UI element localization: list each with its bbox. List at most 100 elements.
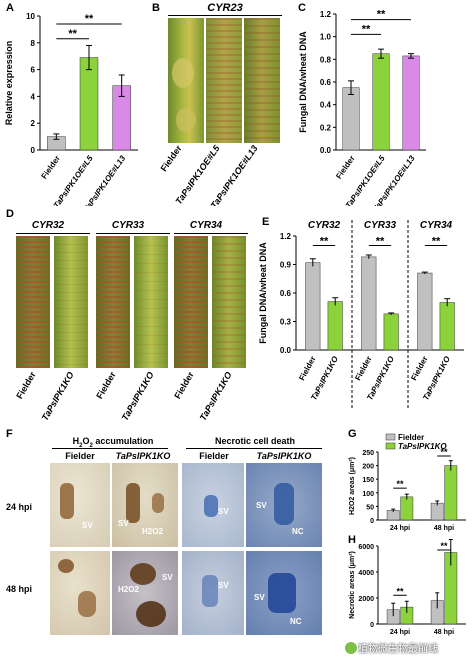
panel-label-a: A: [6, 2, 14, 14]
leaf-b-oe-l5: [206, 18, 242, 143]
stain-blob: [274, 483, 294, 525]
y-tick-label-0: 0: [370, 622, 374, 629]
bar-1-0: [400, 496, 414, 521]
bar-0: [305, 262, 321, 351]
watermark-logo-icon: [344, 641, 358, 655]
leaf-d-cyr33-ko-pustules: [134, 236, 168, 368]
micro-24-h2o2-ko: SV H2O2: [112, 463, 178, 547]
leaf-d-cyr32-ko-pustules: [54, 236, 88, 368]
panel-d-title-cyr32: CYR32: [31, 220, 65, 231]
panel-d-label-2: TaPsIPK1KO: [40, 370, 76, 422]
stain-blob: [78, 591, 96, 617]
x-tick-label-0: 24 hpi: [390, 629, 410, 636]
bar-4: [417, 272, 433, 351]
y-tick-label-0: 0.0: [280, 346, 292, 355]
x-tick-label-4: Fielder: [409, 355, 429, 382]
group-title-0: CYR32: [308, 220, 341, 231]
sig-star-1: **: [440, 447, 448, 457]
sig-star-2: **: [68, 28, 77, 40]
leaf-d-cyr34-fielder-pustules: [174, 236, 208, 368]
leaf-d-cyr32-ko: [54, 236, 88, 368]
stain-blob: [202, 575, 218, 607]
y-tick-label-1: 50: [366, 504, 374, 511]
leaf-b-fielder-lesion-2: [176, 108, 196, 132]
panel-f-col-4: TaPsIPK1KO: [256, 451, 312, 461]
y-tick-label-3: 0.9: [280, 261, 292, 270]
panel-f-col-3: Fielder: [199, 451, 229, 461]
y-tick-label-3: 150: [362, 477, 374, 484]
leaf-b-oe-l13: [244, 18, 280, 143]
micro-24-necrosis-fielder: SV: [182, 463, 244, 547]
y-tick-label-4: 0.8: [320, 55, 332, 64]
stain-blob: [152, 493, 164, 513]
micro-label-sv: SV: [218, 581, 229, 590]
y-tick-label-2: 4: [31, 92, 36, 101]
micro-label-sv: SV: [162, 573, 173, 582]
x-tick-label-0: Fielder: [297, 355, 317, 382]
x-tick-label-1: 48 hpi: [434, 629, 454, 636]
micro-24-h2o2-fielder: SV: [50, 463, 110, 547]
panel-d-label-4: TaPsIPK1KO: [120, 370, 156, 422]
y-tick-label-0: 0: [370, 518, 374, 525]
micro-label-sv: SV: [82, 521, 93, 530]
micro-label-sv: SV: [256, 501, 267, 510]
micro-48-h2o2-fielder: [50, 551, 110, 635]
leaf-d-cyr32-fielder-pustules: [16, 236, 50, 368]
panel-label-d: D: [6, 208, 14, 220]
micro-label-h2o2: H2O2: [118, 585, 139, 594]
y-tick-label-3: 6000: [358, 544, 374, 551]
legend-swatch-1: [385, 442, 396, 450]
micro-label-sv: SV: [218, 507, 229, 516]
panel-label-h: H: [348, 534, 356, 546]
bar-2: [402, 55, 420, 151]
panel-label-f: F: [6, 428, 13, 440]
panel-b-labels: Fielder TaPsIPK1OE#L5 TaPsIPK1OE#L13: [159, 143, 260, 206]
panel-b-label-fielder: Fielder: [159, 143, 184, 173]
leaf-b-fielder-lesion: [172, 58, 194, 88]
legend-label-1: TaPsIPK1KO: [398, 442, 447, 451]
leaf-d-cyr34-ko-pustules: [212, 236, 246, 368]
x-tick-label-2: Fielder: [353, 355, 373, 382]
y-axis-label: H2O2 areas (μm²): [349, 457, 356, 515]
panel-f-rule-1: [52, 448, 168, 449]
group-title-1: CYR33: [364, 220, 397, 231]
x-tick-label-1: 48 hpi: [434, 525, 454, 532]
panel-d-rule-3: [174, 233, 248, 234]
panel-f-row-48: 48 hpi: [6, 584, 33, 594]
y-tick-label-1: 2000: [358, 596, 374, 603]
y-tick-label-6: 1.2: [320, 10, 332, 19]
stain-blob: [204, 495, 218, 517]
leaf-d-cyr34-ko: [212, 236, 246, 368]
y-tick-label-5: 250: [362, 450, 374, 457]
bar-2: [361, 256, 377, 351]
sig-star-0: **: [396, 586, 404, 596]
panel-d-rule-2: [96, 233, 170, 234]
sig-star-0: **: [320, 236, 329, 248]
bar-0-1: [430, 502, 444, 521]
bar-0-0: [386, 510, 400, 521]
y-tick-label-5: 1.0: [320, 33, 332, 42]
panel-f-group-h2o2: H2O2 accumulation: [72, 436, 154, 449]
chart-e: 0.0 0.3 0.6 0.9 1.2 Fungal DNA/wheat DNA CYR32…: [258, 220, 464, 410]
y-tick-label-1: 0.3: [280, 318, 292, 327]
leaf-d-cyr34-fielder: [174, 236, 208, 368]
x-tick-label-0: 24 hpi: [390, 525, 410, 532]
leaf-d-cyr33-fielder-pustules: [96, 236, 130, 368]
panel-d-title-cyr34: CYR34: [189, 220, 223, 231]
micro-label-h2o2: H2O2: [142, 527, 163, 536]
panel-f-rule-2: [186, 448, 322, 449]
stain-blob: [60, 483, 74, 519]
y-tick-label-4: 8: [31, 39, 36, 48]
micro-48-h2o2-ko: H2O2 SV: [112, 551, 178, 635]
y-tick-label-2: 4000: [358, 570, 374, 577]
panel-d-label-6: TaPsIPK1KO: [198, 370, 234, 422]
stain-blob: [130, 563, 156, 585]
micro-label-nc: NC: [292, 527, 304, 536]
panel-f-col-1: Fielder: [65, 451, 95, 461]
group-title-2: CYR34: [420, 220, 453, 231]
y-axis-label: Fungal DNA/wheat DNA: [298, 31, 308, 133]
y-tick-label-1: 0.2: [320, 123, 332, 132]
panel-d-label-3: Fielder: [94, 370, 118, 401]
sig-star-1: **: [376, 236, 385, 248]
